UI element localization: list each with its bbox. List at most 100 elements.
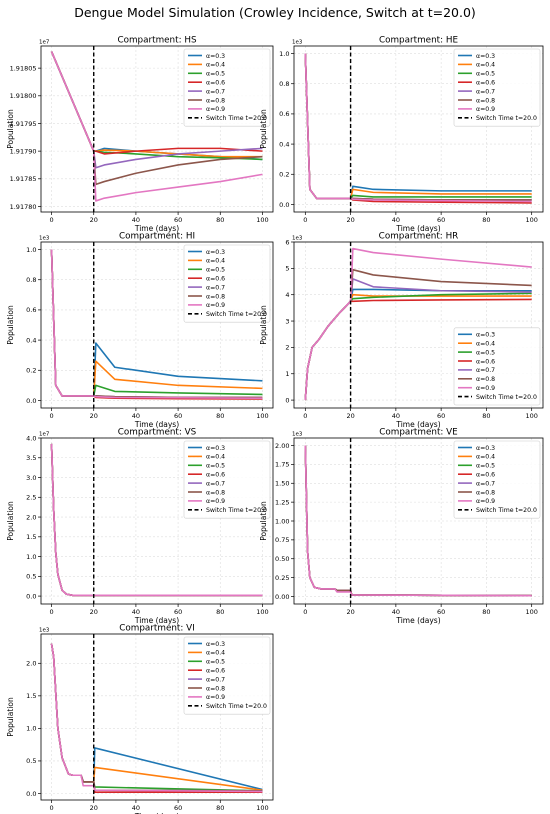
y-tick-label: 4 bbox=[285, 291, 289, 299]
y-tick-label: 1.5 bbox=[26, 692, 36, 700]
x-tick-label: 100 bbox=[525, 216, 537, 224]
legend-label: α=0.7 bbox=[476, 480, 495, 487]
y-tick-label: 6 bbox=[285, 238, 289, 246]
x-tick-label: 80 bbox=[216, 412, 224, 420]
legend-label: α=0.3 bbox=[476, 53, 495, 60]
y-tick-label: 4.0 bbox=[26, 434, 36, 442]
legend-label: α=0.5 bbox=[206, 267, 225, 274]
legend-label: α=0.6 bbox=[206, 80, 225, 87]
legend: α=0.3α=0.4α=0.5α=0.6α=0.7α=0.8α=0.9Switc… bbox=[183, 440, 271, 519]
legend-label: α=0.3 bbox=[206, 249, 225, 256]
plot-frame bbox=[293, 241, 544, 409]
x-tick-label: 100 bbox=[256, 412, 268, 420]
x-tick-label: 80 bbox=[482, 412, 490, 420]
legend-label: α=0.5 bbox=[476, 463, 495, 470]
y-tick-label: 2.00 bbox=[275, 442, 289, 450]
y-axis-label: Population bbox=[6, 697, 15, 737]
y-tick-label: 0.4 bbox=[26, 336, 36, 344]
y-tick-label: 0.00 bbox=[275, 593, 289, 601]
legend-label: α=0.8 bbox=[206, 97, 225, 104]
legend-label: α=0.9 bbox=[206, 498, 225, 505]
legend-label: α=0.6 bbox=[206, 472, 225, 479]
legend-label: α=0.6 bbox=[476, 80, 495, 87]
axis-scale-label: 1e3 bbox=[292, 40, 303, 46]
x-tick-label: 80 bbox=[482, 216, 490, 224]
series-group bbox=[304, 247, 532, 401]
axis-scale-label: 1e7 bbox=[39, 40, 50, 46]
x-axis-label: Time (days) bbox=[134, 812, 179, 814]
y-tick-label: 5 bbox=[285, 265, 289, 273]
y-tick-label: 1.91805 bbox=[10, 64, 37, 72]
legend-label: Switch Time t=20.0 bbox=[206, 311, 267, 318]
legend-label: α=0.7 bbox=[206, 284, 225, 291]
legend-label: α=0.8 bbox=[206, 489, 225, 496]
legend-label: α=0.7 bbox=[476, 88, 495, 95]
subplot-title: Compartment: HR bbox=[379, 232, 459, 242]
y-tick-label: 0.8 bbox=[279, 80, 289, 88]
x-tick-label: 40 bbox=[132, 412, 140, 420]
y-tick-label: 1.91785 bbox=[10, 175, 37, 183]
y-tick-label: 3.0 bbox=[26, 474, 36, 482]
legend-label: α=0.4 bbox=[476, 62, 495, 69]
axis-scale-label: 1e3 bbox=[292, 236, 303, 242]
subplot-title: Compartment: HE bbox=[379, 36, 458, 46]
legend-label: α=0.6 bbox=[476, 358, 495, 365]
x-tick-label: 0 bbox=[303, 216, 307, 224]
legend-label: α=0.8 bbox=[206, 293, 225, 300]
legend-label: α=0.4 bbox=[206, 650, 225, 657]
legend-label: α=0.7 bbox=[206, 480, 225, 487]
subplot-title: Compartment: HI bbox=[119, 232, 195, 242]
x-tick-label: 100 bbox=[525, 608, 537, 616]
subplot-title: Compartment: VE bbox=[379, 428, 457, 438]
subplot-title: Compartment: VS bbox=[118, 428, 197, 438]
y-tick-label: 2.0 bbox=[26, 660, 36, 668]
legend-label: α=0.5 bbox=[476, 349, 495, 356]
x-tick-label: 20 bbox=[346, 608, 354, 616]
x-tick-label: 60 bbox=[437, 216, 445, 224]
x-tick-label: 0 bbox=[49, 216, 53, 224]
series-group bbox=[50, 443, 263, 597]
figure-title: Dengue Model Simulation (Crowley Inciden… bbox=[74, 5, 476, 20]
y-tick-label: 0.2 bbox=[26, 367, 36, 375]
legend-label: α=0.8 bbox=[476, 489, 495, 496]
x-tick-label: 60 bbox=[437, 412, 445, 420]
y-tick-label: 1.91780 bbox=[10, 203, 37, 211]
legend: α=0.3α=0.4α=0.5α=0.6α=0.7α=0.8α=0.9Switc… bbox=[183, 244, 271, 323]
y-tick-label: 0.50 bbox=[275, 555, 289, 563]
y-tick-label: 1.0 bbox=[26, 246, 36, 254]
legend-label: α=0.7 bbox=[476, 367, 495, 374]
legend: α=0.3α=0.4α=0.5α=0.6α=0.7α=0.8α=0.9Switc… bbox=[453, 327, 541, 406]
y-axis-label: Population bbox=[259, 109, 268, 149]
legend-label: α=0.3 bbox=[206, 445, 225, 452]
x-tick-label: 40 bbox=[392, 216, 400, 224]
x-tick-label: 80 bbox=[216, 804, 224, 812]
y-tick-label: 1.25 bbox=[275, 498, 289, 506]
y-tick-label: 0.0 bbox=[26, 592, 36, 600]
x-tick-label: 20 bbox=[90, 608, 98, 616]
legend-label: α=0.8 bbox=[476, 376, 495, 383]
legend-label: Switch Time t=20.0 bbox=[206, 507, 267, 514]
legend-box bbox=[453, 440, 541, 519]
legend-label: α=0.9 bbox=[206, 302, 225, 309]
x-tick-label: 0 bbox=[303, 412, 307, 420]
y-tick-label: 0.0 bbox=[279, 201, 289, 209]
y-tick-label: 1.00 bbox=[275, 517, 289, 525]
legend: α=0.3α=0.4α=0.5α=0.6α=0.7α=0.8α=0.9Switc… bbox=[453, 48, 541, 127]
plot-frame bbox=[40, 241, 274, 409]
legend-label: α=0.9 bbox=[206, 106, 225, 113]
y-tick-label: 2.0 bbox=[26, 513, 36, 521]
x-axis-label: Time (days) bbox=[134, 420, 179, 429]
x-tick-label: 60 bbox=[174, 608, 182, 616]
legend-label: α=0.6 bbox=[476, 472, 495, 479]
legend: α=0.3α=0.4α=0.5α=0.6α=0.7α=0.8α=0.9Switc… bbox=[453, 440, 541, 519]
x-tick-label: 20 bbox=[346, 412, 354, 420]
subplot-hs: 0 20 40 60 80 100 1.91780 1.91785 1.91790 1.91795… bbox=[6, 36, 274, 233]
subplot-title: Compartment: HS bbox=[117, 36, 197, 46]
y-tick-label: 1.75 bbox=[275, 461, 289, 469]
x-tick-label: 20 bbox=[346, 216, 354, 224]
x-tick-label: 20 bbox=[90, 216, 98, 224]
y-axis-label: Population bbox=[6, 305, 15, 345]
x-tick-label: 40 bbox=[132, 216, 140, 224]
